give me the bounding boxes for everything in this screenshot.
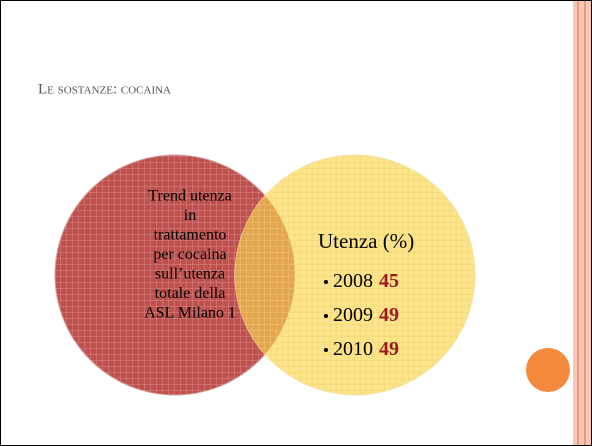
item-year: 2010 <box>333 338 373 360</box>
item-value: 49 <box>379 338 399 360</box>
bullet <box>324 280 328 284</box>
item-value: 45 <box>379 270 399 292</box>
left-text-line: ASL Milano 1 <box>144 305 236 322</box>
left-text-line: totale della <box>155 285 226 302</box>
item: 2008 45 <box>333 270 399 292</box>
orange-dot <box>526 348 570 392</box>
left-text-line: Trend utenza <box>148 188 231 205</box>
left-text-line: sull’utenza <box>155 266 225 283</box>
left-text-line: trattamento <box>154 227 227 244</box>
item: 2009 49 <box>333 304 399 326</box>
bullet <box>324 348 328 352</box>
bullet <box>324 314 328 318</box>
left-text-line: per cocaina <box>153 246 226 263</box>
side-stripe <box>573 1 591 445</box>
left-text-line: in <box>184 207 196 224</box>
item-year: 2009 <box>333 304 373 326</box>
item-year: 2008 <box>333 270 373 292</box>
right-heading: Utenza (%) <box>318 229 414 253</box>
slide-title: Le sostanze: cocaina <box>38 81 171 97</box>
item: 2010 49 <box>333 338 399 360</box>
item-value: 49 <box>379 304 399 326</box>
